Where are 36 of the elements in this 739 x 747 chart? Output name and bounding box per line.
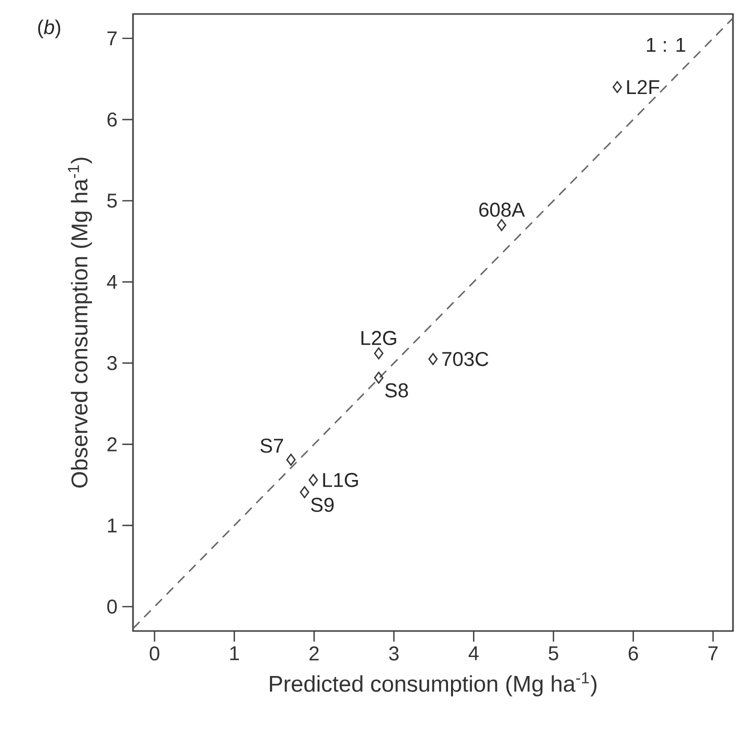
point: [308, 474, 318, 486]
point: [612, 81, 622, 94]
y-tick-label: 3: [107, 356, 117, 370]
annotation: S7: [260, 438, 284, 453]
y-tick-label: 7: [108, 31, 117, 46]
y-tick-label: 5: [107, 194, 117, 208]
x-axis-title: Predicted consumption (Mg ha$^{-1}$): [270, 672, 596, 696]
x-tick-label: 2: [310, 646, 319, 660]
point: [496, 219, 506, 232]
y-axis-title: Observed consumption (Mg ha$^{-1}$): [68, 158, 92, 488]
text: (b): [38, 20, 60, 38]
y-tick-label: 0: [107, 600, 117, 614]
point: [374, 372, 384, 384]
annotation: L1G: [323, 472, 358, 488]
y-tick-label: 4: [106, 275, 118, 289]
annotation: L2F: [627, 80, 660, 94]
x-tick-label: 5: [548, 646, 558, 660]
y-tick-label: 2: [108, 437, 117, 452]
annotation: S9: [311, 498, 334, 512]
x-tick-label: 3: [389, 646, 399, 661]
annotation: 1 : 1: [646, 38, 686, 52]
x-tick-label: 1: [230, 646, 239, 660]
y-tick-label: 6: [108, 112, 117, 127]
point: [300, 486, 310, 498]
y-tick-label: 1: [108, 518, 117, 532]
point: [286, 454, 296, 466]
x-tick-label: 0: [150, 646, 160, 661]
point: [428, 353, 438, 366]
x-tick-label: 7: [708, 646, 718, 660]
annotation: 703C: [442, 352, 488, 366]
x-tick-label: 6: [628, 646, 638, 661]
annotation: L2G: [361, 330, 396, 346]
annotation: S8: [385, 383, 408, 398]
x-tick-label: 4: [468, 646, 479, 660]
annotation: 608A: [479, 202, 525, 217]
point: [374, 347, 384, 360]
